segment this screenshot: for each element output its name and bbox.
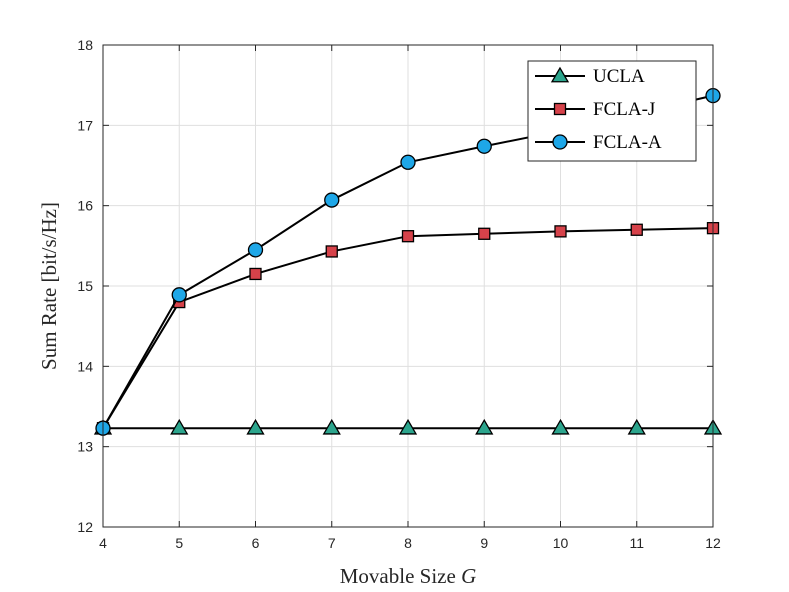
data-point-ucla	[322, 418, 341, 435]
data-point-fcla-j	[554, 225, 567, 238]
data-point-fcla-j	[401, 230, 415, 243]
legend-marker-ucla	[550, 66, 570, 83]
x-tick-label: 12	[705, 535, 721, 551]
y-tick-label: 15	[77, 278, 93, 294]
y-tick-label: 14	[77, 358, 93, 374]
x-tick-label: 4	[99, 535, 107, 551]
legend-entry-fcla-a: FCLA-A	[535, 132, 662, 153]
y-tick-labels: 12 13 14 15 16 17 18	[77, 37, 93, 535]
data-point-ucla	[246, 418, 265, 435]
data-point-fcla-j	[249, 267, 262, 281]
ticks	[102, 44, 714, 528]
data-point-ucla	[627, 418, 646, 435]
x-tick-label: 8	[404, 535, 412, 551]
x-tick-label: 5	[175, 535, 183, 551]
y-tick-label: 18	[77, 37, 93, 53]
x-tick-label: 9	[480, 535, 488, 551]
data-point-fcla-a	[247, 242, 264, 258]
y-axis-label: Sum Rate [bit/s/Hz]	[37, 202, 61, 370]
y-tick-label: 12	[77, 519, 93, 535]
legend-label: UCLA	[593, 66, 645, 87]
data-point-ucla	[551, 418, 570, 435]
data-point-fcla-a	[400, 154, 416, 170]
legend-marker-fcla-j	[553, 102, 567, 116]
legend-entry-fcla-j: FCLA-J	[535, 99, 655, 120]
data-point-fcla-j	[630, 223, 643, 236]
y-tick-label: 13	[77, 439, 93, 455]
legend: UCLA FCLA-J FCLA-A	[527, 60, 697, 162]
legend-label: FCLA-J	[593, 99, 655, 120]
x-tick-label: 7	[328, 535, 336, 551]
x-tick-label: 6	[252, 535, 260, 551]
x-tick-label: 11	[629, 535, 644, 551]
data-point-fcla-a	[476, 138, 492, 154]
x-axis-label: Movable Size G	[340, 564, 476, 588]
data-point-ucla	[170, 418, 189, 435]
x-tick-labels: 4 5 6 7 8 9 10 11 12	[99, 535, 721, 551]
data-point-ucla	[398, 418, 418, 435]
data-point-fcla-a	[171, 287, 187, 303]
data-point-fcla-a	[324, 192, 340, 208]
data-point-ucla	[475, 418, 494, 435]
y-tick-label: 16	[77, 198, 93, 214]
legend-marker-fcla-a	[552, 134, 568, 150]
legend-label: FCLA-A	[593, 132, 662, 153]
x-tick-label: 10	[553, 535, 569, 551]
data-point-fcla-j	[325, 245, 338, 258]
y-tick-label: 17	[77, 117, 93, 133]
legend-entry-ucla: UCLA	[535, 66, 645, 87]
data-point-fcla-j	[478, 227, 491, 240]
